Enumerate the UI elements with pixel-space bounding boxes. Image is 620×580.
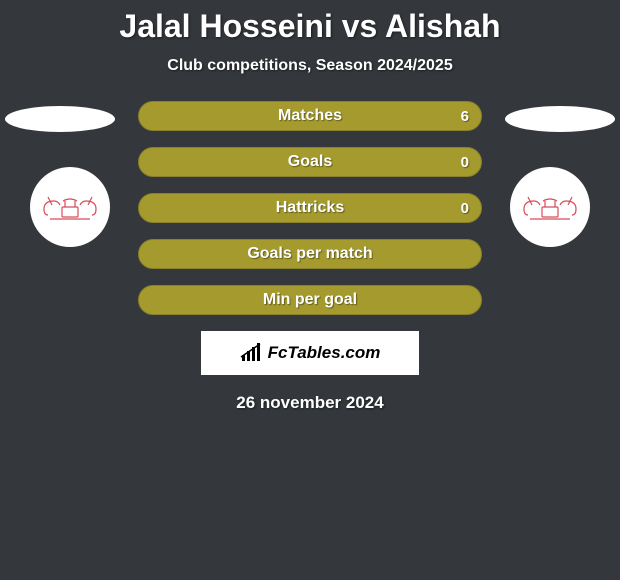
stat-bar: Goals 0: [138, 147, 482, 177]
stat-bar: Matches 6: [138, 101, 482, 131]
stat-bars: Matches 6 Goals 0 Hattricks 0 Goals per match M…: [138, 101, 482, 315]
stat-label: Min per goal: [263, 291, 357, 309]
bar-chart-icon: [240, 343, 264, 363]
brand-label: FcTables.com: [240, 343, 381, 363]
stat-bar: Goals per match: [138, 239, 482, 269]
comparison-subtitle: Club competitions, Season 2024/2025: [0, 57, 620, 75]
stat-label: Goals per match: [247, 245, 372, 263]
team-logo-right: [510, 167, 590, 247]
comparison-content: Matches 6 Goals 0 Hattricks 0 Goals per match M…: [0, 101, 620, 413]
team-logo-left: [30, 167, 110, 247]
stat-right-value: 0: [461, 154, 469, 171]
stat-right-value: 6: [461, 108, 469, 125]
stat-bar: Hattricks 0: [138, 193, 482, 223]
brand-box: FcTables.com: [201, 331, 419, 375]
date-label: 26 november 2024: [0, 393, 620, 413]
stat-label: Goals: [288, 153, 332, 171]
stat-label: Hattricks: [276, 199, 344, 217]
team-crest-icon: [520, 187, 580, 227]
stat-right-value: 0: [461, 200, 469, 217]
player-right-ellipse: [505, 106, 615, 132]
stat-bar: Min per goal: [138, 285, 482, 315]
stat-label: Matches: [278, 107, 342, 125]
comparison-title: Jalal Hosseini vs Alishah: [0, 0, 620, 45]
team-crest-icon: [40, 187, 100, 227]
brand-text: FcTables.com: [268, 343, 381, 363]
player-left-ellipse: [5, 106, 115, 132]
